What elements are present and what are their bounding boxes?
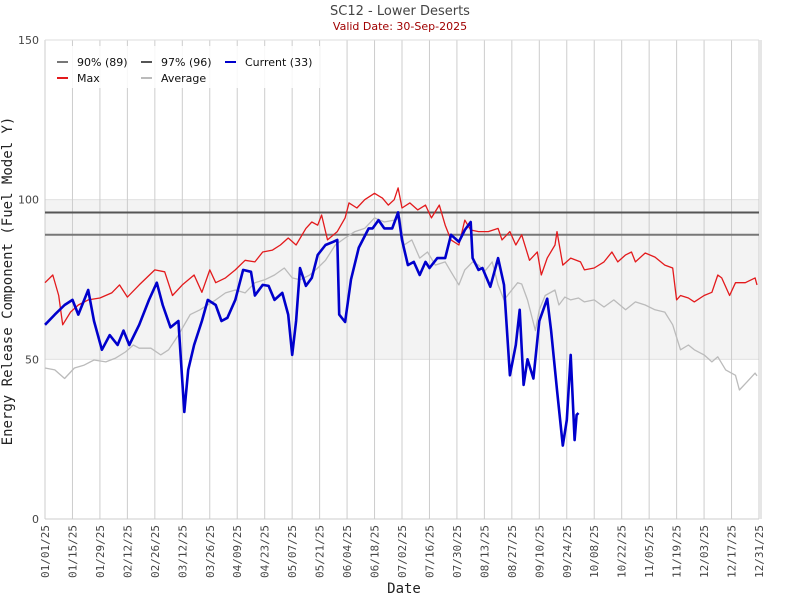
x-tick-label: 07/30/25 (451, 525, 464, 578)
x-tick-label: 11/05/25 (643, 525, 656, 578)
chart-title: SC12 - Lower Deserts (330, 4, 470, 19)
x-tick-label: 11/19/25 (671, 525, 684, 578)
x-tick-label: 10/08/25 (588, 525, 601, 578)
legend-label: 90% (89) (77, 56, 128, 69)
x-tick-label: 09/10/25 (533, 525, 546, 578)
x-tick-label: 01/15/25 (66, 525, 79, 578)
x-tick-label: 12/17/25 (726, 525, 739, 578)
plot-area: 01/01/25 01/15/25 01/29/25 02/12/25 02/26/25… (18, 34, 766, 578)
x-tick-label: 04/09/25 (231, 525, 244, 578)
y-axis-label: Energy Release Component (Fuel Model Y) (0, 117, 16, 446)
x-tick-label: 08/13/25 (478, 525, 491, 578)
series-max (44, 187, 758, 326)
x-tick-label: 02/26/25 (149, 525, 162, 578)
x-tick-label: 05/21/25 (314, 525, 327, 578)
y-tick-label: 100 (18, 194, 39, 207)
y-tick-label: 0 (32, 513, 39, 526)
x-axis-label: Date (387, 581, 421, 597)
legend-label: Max (77, 72, 100, 85)
y-tick-label: 150 (18, 34, 39, 47)
x-tick-label: 01/29/25 (94, 525, 107, 578)
x-tick-label: 02/12/25 (121, 525, 134, 578)
x-tick-label: 12/03/25 (698, 525, 711, 578)
y-tick-label: 50 (25, 353, 39, 366)
x-tick-label: 07/16/25 (423, 525, 436, 578)
x-tick-label: 04/23/25 (259, 525, 272, 578)
x-tick-label: 06/18/25 (369, 525, 382, 578)
legend: 90% (89) 97% (96) Current (33) Max Average (50, 46, 320, 88)
legend-label: Average (161, 72, 206, 85)
x-tick-label: 08/27/25 (506, 525, 519, 578)
x-tick-label: 10/22/25 (616, 525, 629, 578)
x-tick-label: 09/24/25 (561, 525, 574, 578)
x-tick-label: 01/01/25 (39, 525, 52, 578)
x-tick-label: 12/31/25 (753, 525, 766, 578)
x-tick-label: 03/12/25 (176, 525, 189, 578)
x-tick-label: 06/04/25 (341, 525, 354, 578)
series-average (44, 217, 758, 391)
x-tick-label: 05/07/25 (286, 525, 299, 578)
x-tick-label: 07/02/25 (396, 525, 409, 578)
series-current (44, 211, 580, 447)
legend-background (50, 46, 320, 88)
chart-subtitle: Valid Date: 30-Sep-2025 (333, 20, 467, 33)
x-tick-label: 03/26/25 (204, 525, 217, 578)
legend-label: 97% (96) (161, 56, 212, 69)
legend-label: Current (33) (245, 56, 312, 69)
